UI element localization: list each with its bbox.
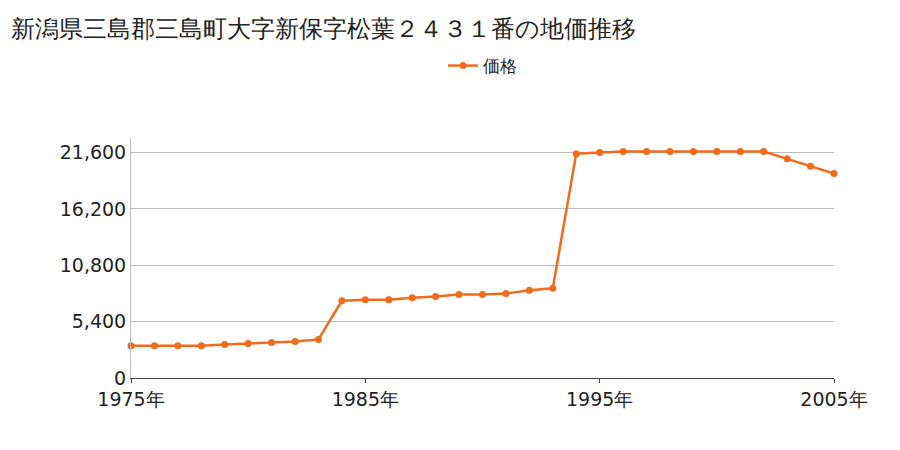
svg-text:5,400: 5,400 (72, 310, 126, 332)
svg-text:価格: 価格 (483, 56, 517, 76)
svg-text:1985年: 1985年 (332, 388, 399, 410)
svg-text:10,800: 10,800 (60, 254, 126, 276)
svg-text:16,200: 16,200 (60, 198, 126, 220)
svg-text:1995年: 1995年 (566, 388, 633, 410)
svg-text:1975年: 1975年 (97, 388, 164, 410)
svg-text:0: 0 (114, 367, 126, 389)
svg-text:新潟県三島郡三島町大字新保字松葉２４３１番の地価推移: 新潟県三島郡三島町大字新保字松葉２４３１番の地価推移 (11, 15, 636, 43)
svg-text:2005年: 2005年 (800, 388, 867, 410)
svg-text:21,600: 21,600 (60, 141, 126, 163)
